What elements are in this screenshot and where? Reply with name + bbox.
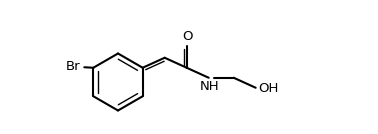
- Text: O: O: [182, 30, 192, 43]
- Text: OH: OH: [258, 82, 279, 95]
- Text: Br: Br: [66, 60, 80, 73]
- Text: NH: NH: [200, 80, 220, 93]
